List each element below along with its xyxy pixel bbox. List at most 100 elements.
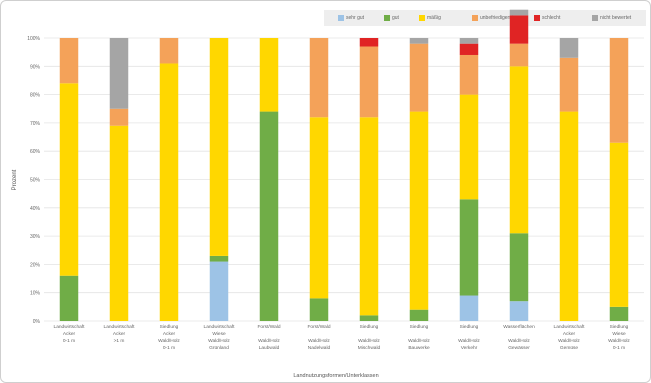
bar-stack [59,38,79,321]
x-tick-label: Forst/Wald [307,324,330,330]
x-tick-label: Gewässer [508,345,530,351]
legend-item: nicht bewertet [592,10,631,26]
bar-segment [459,54,479,95]
bar-segment [559,38,579,58]
bar-segment [359,117,379,316]
x-tick-label: Landwirtschaft [104,324,136,330]
legend-swatch [419,15,425,21]
legend-label: schlecht [542,15,561,21]
bar-segment [309,298,329,321]
x-tick-label: Landwirtschaft [54,324,86,330]
legend-swatch [534,15,540,21]
legend-item: mäßig [419,10,441,26]
x-tick-label: Siedlung [460,324,479,330]
y-axis-ticks: 0% 10% 20% 30% 40% 50% 60% 70% 80% 90% 100% [27,36,40,325]
bar-segment [109,108,129,126]
x-tick-label: Siedlung [160,324,179,330]
bar-segment [159,63,179,321]
y-tick-label: 80% [30,93,41,99]
x-axis-label: Landnutzungsformen/Unterklassen [293,373,378,379]
x-tick-label: Laubwald [259,345,280,351]
x-tick-label: Acker [563,331,576,337]
bar-stack [209,38,229,321]
bar-segment [59,38,79,84]
y-tick-label: 20% [30,262,41,268]
x-tick-label: 0-1 m [63,338,75,344]
bar-segment [509,43,529,67]
y-tick-label: 50% [30,178,41,184]
x-tick-label: Verkehr [461,345,478,351]
x-tick-label: Wald/Holz [208,338,230,344]
y-tick-label: 10% [30,291,41,297]
legend-item: unbefriedigend [472,10,513,26]
bar-segment [259,111,279,321]
y-tick-label: 40% [30,206,41,212]
legend-label: unbefriedigend [480,15,514,21]
bar-stack [109,38,129,321]
bar-stack [559,38,579,321]
bar-segment [459,295,479,321]
grid-lines [44,37,644,322]
y-tick-label: 100% [27,36,40,42]
x-tick-label: Mischwald [358,345,381,351]
legend-swatch [592,15,598,21]
bar-stack [309,38,329,321]
bar-segment [409,309,429,321]
legend-label: gut [392,15,399,21]
x-tick-label: Wald/Holz [558,338,580,344]
bar-segment [309,117,329,299]
bar-segment [359,38,379,47]
x-tick-label: Wiese [212,331,226,337]
y-tick-label: 30% [30,234,41,240]
bar-segment [59,275,79,321]
y-tick-label: 70% [30,121,41,127]
legend-label: sehr gut [346,15,365,21]
bar-segment [109,125,129,321]
bar-segment [509,66,529,234]
bar-segment [409,43,429,112]
bar-stack [159,38,179,321]
bar-segment [509,15,529,44]
bar-stack [609,38,629,321]
bar-stacks [59,9,629,321]
bar-stack [359,38,379,321]
bar-segment [459,43,479,55]
legend-item: gut [384,10,399,26]
bar-stack [509,9,529,321]
x-tick-label: Wald/Holz [358,338,380,344]
bar-segment [459,199,479,296]
bar-segment [359,315,379,321]
x-tick-label: Landwirtschaft [554,324,586,330]
bar-segment [209,38,229,256]
x-tick-label: Siedlung [410,324,429,330]
bar-segment [509,301,529,321]
x-tick-label: Grünland [209,345,229,351]
x-tick-label: Landwirtschaft [204,324,236,330]
y-tick-label: 0% [33,319,41,325]
bar-stack [459,38,479,321]
bar-segment [609,306,629,321]
x-tick-label: Nadelwald [308,345,331,351]
bar-segment [609,142,629,307]
bar-segment [209,261,229,321]
legend-swatch [338,15,344,21]
x-tick-label: Wald/Holz [408,338,430,344]
chart-legend: sehr gut gut mäßig unbefriedigend schlecht ni… [324,10,646,26]
bar-segment [359,46,379,118]
y-axis-label: Prozent [12,169,18,190]
x-tick-label: Acker [63,331,76,337]
x-tick-label: Acker [113,331,126,337]
bar-segment [59,83,79,276]
y-tick-label: 60% [30,149,41,155]
bar-segment [409,38,429,44]
bar-segment [209,255,229,262]
bar-segment [459,38,479,44]
legend-label: mäßig [427,15,441,21]
x-tick-label: Wiese [612,331,626,337]
x-tick-label: Wald/Holz [508,338,530,344]
x-tick-label: Siedlung [360,324,379,330]
bar-segment [459,94,479,200]
legend-item: schlecht [534,10,560,26]
